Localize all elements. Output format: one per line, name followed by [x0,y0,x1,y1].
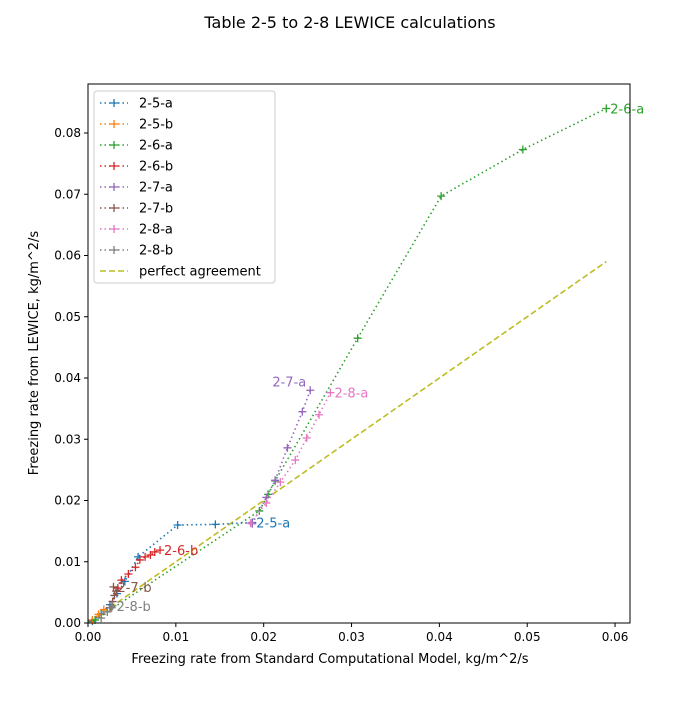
data-point [110,591,119,600]
x-tick-label: 0.04 [426,630,453,644]
data-point [326,388,335,397]
y-tick-label: 0.02 [54,494,81,508]
series-2-7-a: 2-7-a [248,375,315,528]
plot-frame [87,83,631,624]
legend-marker-2-6-a [110,141,118,149]
data-point [302,434,311,443]
y-tick-label: 0.08 [54,126,81,140]
legend-marker-2-5-a [110,99,118,107]
data-point [298,407,307,416]
legend-label-2-6-a: 2-6-a [139,139,173,154]
data-point [283,443,292,452]
series-2-6-b: 2-6-b [113,544,198,593]
data-point [135,555,144,564]
series-2-8-a: 2-8-a [246,387,368,528]
data-point [211,520,220,529]
data-point [109,582,118,591]
legend-marker-2-7-a [110,183,118,191]
y-axis-label: Freezing rate from LEWICE, kg/m^2/s [27,231,42,476]
series-line-2-7-a [251,389,311,525]
y-tick-label: 0.05 [54,310,81,324]
data-point [108,601,117,610]
x-axis-label: Freezing rate from Standard Computationa… [131,652,528,667]
y-tick-label: 0.00 [54,616,81,630]
legend-marker-2-5-b [110,120,118,128]
y-tick-label: 0.03 [54,432,81,446]
chart-title: Table 2-5 to 2-8 LEWICE calculations [203,13,495,32]
data-point [124,570,133,578]
point-label-2-5-a: 2-5-a [256,517,290,532]
point-label-2-6-a: 2-6-a [610,103,644,118]
data-point [291,456,300,465]
data-point [156,546,165,555]
point-label-2-7-a: 2-7-a [272,375,306,390]
y-tick-label: 0.06 [54,249,81,263]
legend-label-perfect-agreement: perfect agreement [139,265,261,280]
data-point [150,547,159,556]
series-line-2-6-a [94,107,607,621]
x-tick-label: 0.02 [250,630,277,644]
data-point [602,104,611,113]
y-tick-label: 0.07 [54,187,81,201]
legend-box [93,90,276,284]
data-point [107,603,116,612]
data-point [437,192,446,201]
data-point [271,476,280,485]
y-tick-label: 0.04 [54,371,81,385]
x-tick-label: 0.01 [162,630,189,644]
legend-label-2-8-a: 2-8-a [139,223,173,238]
legend-marker-2-6-b [110,162,118,170]
legend-label-2-8-b: 2-8-b [139,244,173,259]
series-line-2-7-b [109,586,118,609]
data-point [112,587,121,596]
x-tick-label: 0.06 [602,630,629,644]
series-2-7-b: 2-7-b [105,581,152,612]
legend-marker-2-7-b [110,204,118,212]
x-tick-label: 0.00 [75,630,102,644]
data-point [173,521,182,529]
data-point [315,410,324,419]
point-label-2-7-b: 2-7-b [117,581,151,596]
legend-label-2-7-b: 2-7-b [139,202,173,217]
legend-marker-2-8-a [110,225,118,233]
data-point [97,614,106,623]
x-tick-label: 0.03 [338,630,365,644]
point-label-2-8-b: 2-8-b [117,600,151,615]
point-label-2-6-b: 2-6-b [164,544,198,559]
data-point [276,478,285,487]
data-point [141,552,150,561]
perfect-agreement-line [87,260,607,624]
data-point [262,498,271,507]
legend-label-2-7-a: 2-7-a [139,181,173,196]
legend-label-2-6-b: 2-6-b [139,160,173,175]
legend: 2-5-a 2-5-b 2-6-a 2-6-b 2-7-a 2-7-b 2-8-a 2-8-b… [93,90,276,284]
data-point [518,145,527,154]
legend-marker-2-8-b [110,246,118,254]
data-point [306,386,315,395]
data-point [246,519,255,528]
data-point [146,551,155,560]
series-2-8-b: 2-8-b [97,600,151,623]
data-point [103,607,112,616]
x-tick-label: 0.05 [514,630,541,644]
data-point [131,563,140,572]
data-point [353,334,362,343]
data-point [120,577,129,586]
legend-label-2-5-b: 2-5-b [139,118,173,133]
y-tick-label: 0.01 [54,555,81,569]
point-label-2-8-a: 2-8-a [334,387,368,402]
series-2-6-a: 2-6-a [91,103,644,624]
legend-label-2-5-a: 2-5-a [139,97,173,112]
data-point [117,576,126,585]
